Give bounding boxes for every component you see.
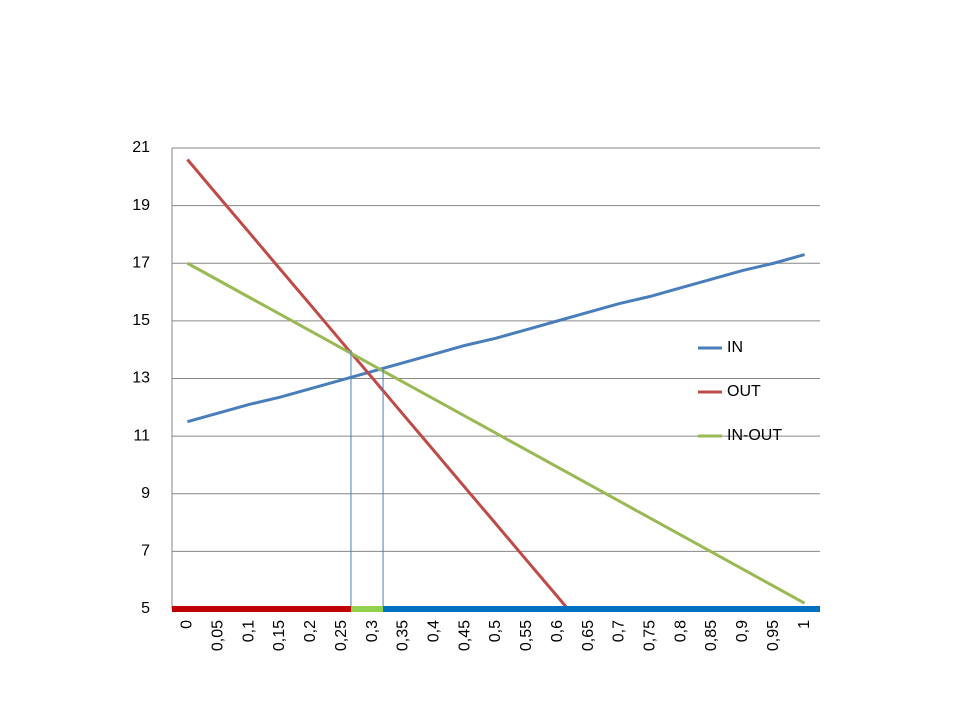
- x-tick-label: 0,7: [611, 620, 628, 642]
- x-tick-label: 0,65: [580, 620, 597, 651]
- y-tick-label: 21: [132, 139, 150, 156]
- legend-label: IN: [727, 339, 743, 356]
- x-tick-label: 0,45: [456, 620, 473, 651]
- y-tick-label: 5: [141, 600, 150, 617]
- x-tick-label: 1: [796, 620, 813, 629]
- y-tick-label: 19: [132, 197, 150, 214]
- y-tick-label: 7: [141, 543, 150, 560]
- x-tick-label: 0: [179, 620, 196, 629]
- y-tick-label: 13: [132, 370, 150, 387]
- series-line: [187, 253, 805, 424]
- y-tick-label: 11: [133, 427, 150, 444]
- x-tick-label: 0,4: [426, 620, 443, 642]
- x-tick-label: 0,8: [672, 620, 689, 642]
- x-tick-label: 0,2: [302, 620, 319, 642]
- x-tick-label: 0,55: [518, 620, 535, 651]
- range-band: [350, 606, 384, 612]
- legend-label: IN-OUT: [727, 427, 782, 444]
- x-tick-label: 0,75: [642, 620, 659, 651]
- range-band: [383, 606, 820, 612]
- x-tick-label: 0,3: [364, 620, 381, 642]
- legend-label: OUT: [727, 383, 761, 400]
- x-tick-label: 0,05: [210, 620, 227, 651]
- x-tick-label: 0,95: [765, 620, 782, 651]
- series-line: [186, 158, 570, 609]
- y-tick-label: 17: [132, 254, 150, 271]
- x-tick-label: 0,9: [734, 620, 751, 642]
- x-tick-label: 0,15: [271, 620, 288, 651]
- y-tick-label: 15: [132, 312, 150, 329]
- series-line: [186, 261, 806, 605]
- x-tick-label: 0,25: [333, 620, 350, 651]
- x-tick-label: 0,1: [240, 620, 257, 642]
- y-tick-label: 9: [141, 485, 150, 502]
- range-band: [172, 606, 351, 612]
- x-tick-label: 0,6: [549, 620, 566, 642]
- x-tick-label: 0,85: [703, 620, 720, 651]
- x-tick-label: 0,35: [395, 620, 412, 651]
- x-tick-label: 0,5: [487, 620, 504, 642]
